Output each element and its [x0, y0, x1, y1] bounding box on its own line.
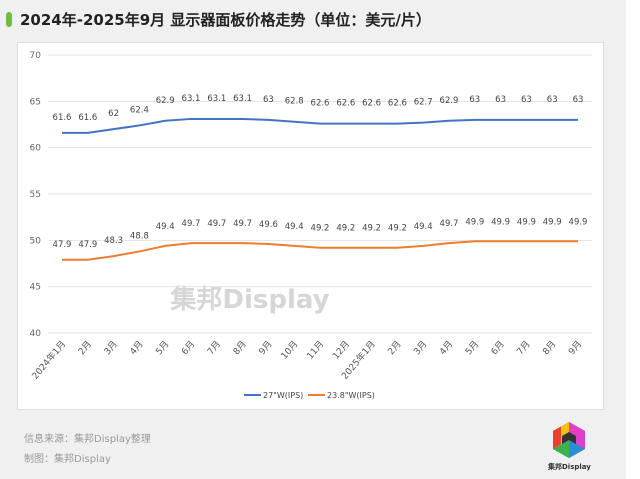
- series-line: [62, 240, 578, 261]
- y-tick-label: 70: [30, 51, 42, 61]
- x-tick-label: 11月: [305, 339, 327, 362]
- title-text: 2024年-2025年9月 显示器面板价格走势（单位：美元/片）: [20, 11, 431, 29]
- x-tick-label: 3月: [102, 339, 120, 357]
- data-label: 49.2: [388, 224, 407, 234]
- data-label: 49.9: [569, 217, 588, 227]
- data-label: 63: [469, 95, 480, 105]
- data-label: 63: [573, 95, 584, 105]
- data-label: 49.4: [156, 222, 175, 232]
- data-label: 49.9: [491, 217, 510, 227]
- data-label: 62.6: [388, 99, 407, 109]
- data-label: 62.9: [156, 96, 175, 106]
- data-label: 49.7: [233, 219, 252, 229]
- author-note: 制图：集邦Display: [24, 454, 111, 465]
- y-tick-label: 55: [30, 190, 41, 200]
- data-label: 62.7: [414, 98, 433, 108]
- brand-logo: 集邦Display: [548, 420, 591, 472]
- data-label: 49.9: [517, 217, 536, 227]
- data-label: 62.4: [130, 105, 149, 115]
- x-tick-label: 12月: [331, 339, 353, 362]
- data-label: 63.1: [233, 94, 252, 104]
- y-tick-label: 60: [30, 144, 42, 154]
- data-label: 49.4: [414, 222, 433, 232]
- legend-label: 23.8"W(IPS): [327, 391, 375, 400]
- data-label: 47.9: [53, 240, 72, 250]
- x-tick-label: 5月: [154, 339, 172, 357]
- y-tick-label: 50: [30, 236, 42, 246]
- x-tick-label: 10月: [279, 339, 301, 362]
- data-label: 63.1: [207, 94, 226, 104]
- logo-text: 集邦Display: [548, 463, 591, 471]
- data-label: 48.8: [130, 231, 149, 241]
- chart-card: [17, 42, 604, 410]
- legend-label: 27"W(IPS): [263, 391, 303, 400]
- x-tick-label: 6月: [179, 339, 197, 357]
- x-tick-label: 8月: [541, 339, 559, 357]
- data-label: 49.4: [285, 222, 304, 232]
- right-edge: [626, 0, 640, 479]
- data-label: 61.6: [53, 113, 72, 123]
- data-label: 49.9: [465, 217, 484, 227]
- data-label: 63: [495, 95, 506, 105]
- data-label: 49.2: [336, 224, 355, 234]
- title-marker: [6, 12, 12, 27]
- data-label: 49.9: [543, 217, 562, 227]
- data-label: 49.7: [440, 219, 459, 229]
- x-tick-label: 6月: [489, 339, 507, 357]
- x-tick-label: 7月: [515, 339, 533, 357]
- data-label: 62.6: [311, 99, 330, 109]
- cube-logo-icon: [553, 422, 586, 458]
- x-tick-label: 8月: [231, 339, 249, 357]
- x-tick-label: 2月: [386, 339, 404, 357]
- data-label: 61.6: [78, 113, 97, 123]
- data-label: 62.9: [440, 96, 459, 106]
- watermark-text: 集邦Display: [169, 284, 329, 315]
- data-label: 62: [108, 109, 119, 119]
- data-label: 49.7: [182, 219, 201, 229]
- data-label: 63: [521, 95, 532, 105]
- x-tick-label: 7月: [205, 339, 223, 357]
- y-tick-label: 40: [30, 329, 42, 339]
- data-label: 63: [547, 95, 558, 105]
- x-tick-label: 3月: [412, 339, 430, 357]
- data-label: 48.3: [104, 236, 123, 246]
- data-label: 63: [263, 95, 274, 105]
- data-label: 62.6: [362, 99, 381, 109]
- data-label: 49.6: [259, 220, 278, 230]
- data-label: 49.2: [311, 224, 330, 234]
- data-label: 63.1: [182, 94, 201, 104]
- x-tick-label: 9月: [257, 339, 275, 357]
- x-tick-label: 4月: [128, 339, 146, 357]
- x-tick-label: 9月: [566, 339, 584, 357]
- y-tick-label: 65: [30, 97, 41, 107]
- x-tick-label: 2月: [76, 339, 94, 357]
- page-title: 2024年-2025年9月 显示器面板价格走势（单位：美元/片）: [6, 9, 431, 30]
- data-label: 62.8: [285, 97, 304, 107]
- data-label: 62.6: [336, 99, 355, 109]
- data-label: 47.9: [78, 240, 97, 250]
- x-tick-label: 5月: [463, 339, 481, 357]
- series-line: [62, 117, 578, 134]
- x-tick-label: 2024年1月: [29, 338, 68, 381]
- data-label: 49.2: [362, 224, 381, 234]
- data-label: 49.7: [207, 219, 226, 229]
- y-tick-label: 45: [30, 283, 41, 293]
- source-note: 信息来源：集邦Display整理: [24, 434, 151, 445]
- x-tick-label: 4月: [437, 339, 455, 357]
